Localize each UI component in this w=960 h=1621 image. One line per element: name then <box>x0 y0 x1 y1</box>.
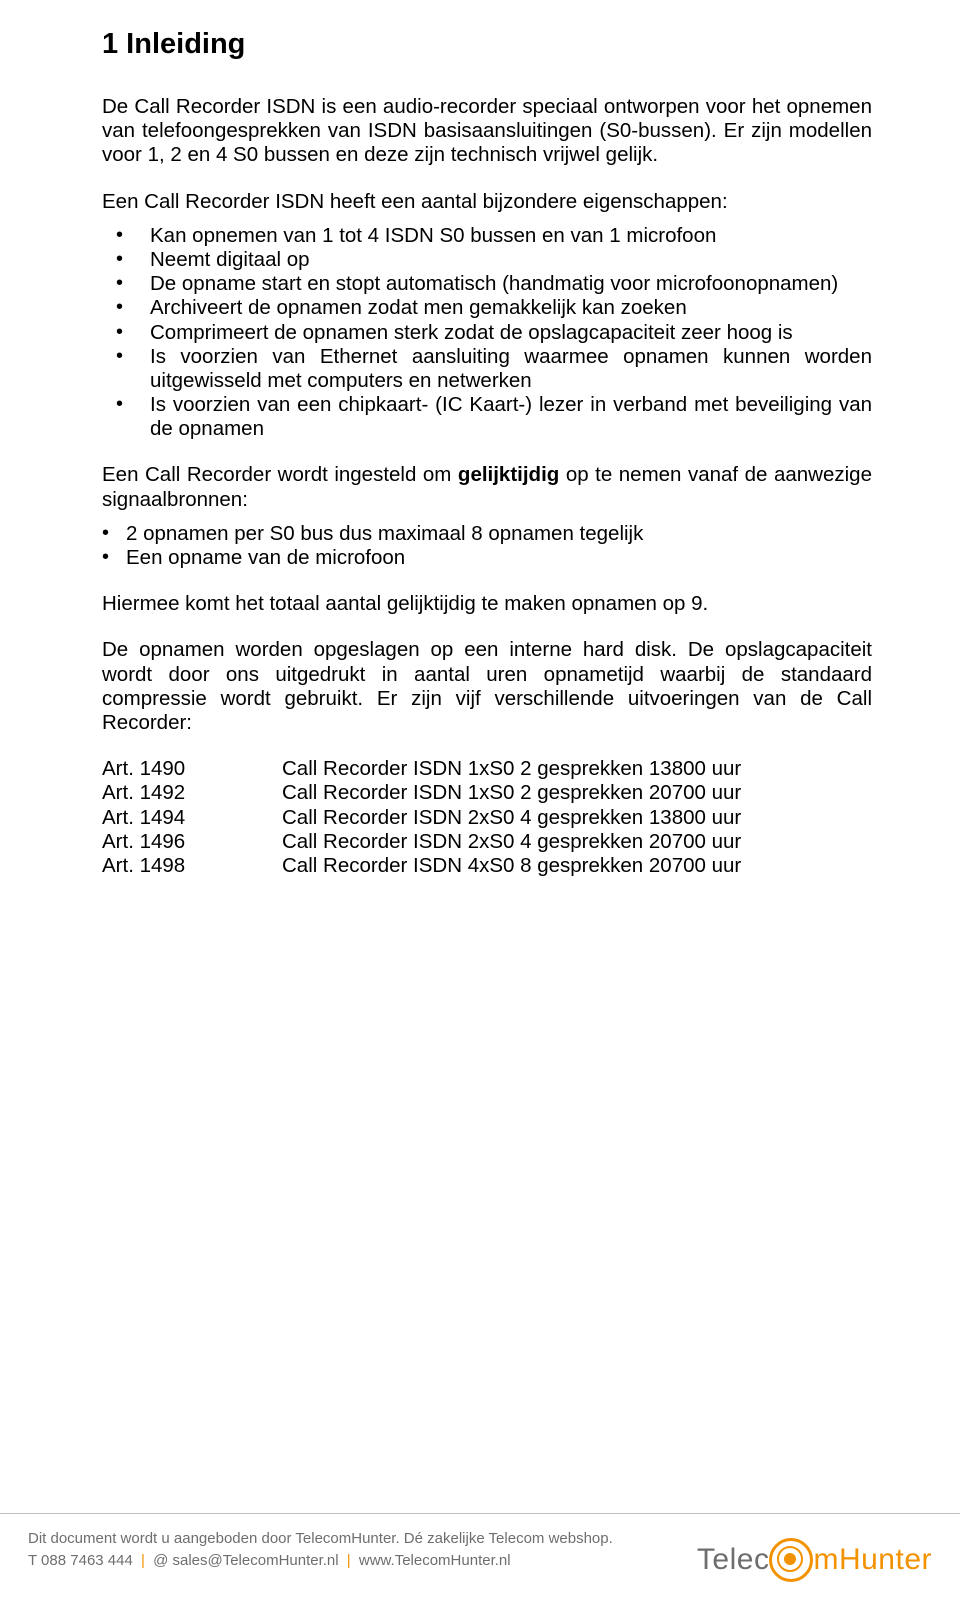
document-page: 1 Inleiding De Call Recorder ISDN is een… <box>0 0 960 1621</box>
article-desc: Call Recorder ISDN 4xS0 8 gesprekken 207… <box>282 854 872 878</box>
footer-phone: T 088 7463 444 <box>28 1552 133 1569</box>
list-item: Neemt digitaal op <box>102 248 872 272</box>
article-desc: Call Recorder ISDN 1xS0 2 gesprekken 207… <box>282 781 872 805</box>
logo-text-mhunter: mHunter <box>813 1543 932 1577</box>
list-item: Comprimeert de opnamen sterk zodat de op… <box>102 321 872 345</box>
table-row: Art. 1498 Call Recorder ISDN 4xS0 8 gesp… <box>102 854 872 878</box>
list-item: Kan opnemen van 1 tot 4 ISDN S0 bussen e… <box>102 224 872 248</box>
paragraph-storage: De opnamen worden opgeslagen op een inte… <box>102 638 872 735</box>
page-footer: Dit document wordt u aangeboden door Tel… <box>0 1513 960 1621</box>
paragraph-intro: De Call Recorder ISDN is een audio-recor… <box>102 95 872 168</box>
article-desc: Call Recorder ISDN 2xS0 4 gesprekken 138… <box>282 806 872 830</box>
separator-icon: | <box>347 1552 351 1569</box>
article-desc: Call Recorder ISDN 2xS0 4 gesprekken 207… <box>282 830 872 854</box>
article-code: Art. 1490 <box>102 757 282 781</box>
footer-text: Dit document wordt u aangeboden door Tel… <box>28 1528 613 1572</box>
list-item: 2 opnamen per S0 bus dus maximaal 8 opna… <box>102 522 872 546</box>
list-item: Een opname van de microfoon <box>102 546 872 570</box>
footer-line1: Dit document wordt u aangeboden door Tel… <box>28 1528 613 1550</box>
footer-line2: T 088 7463 444 | @ sales@TelecomHunter.n… <box>28 1550 613 1572</box>
separator-icon: | <box>141 1552 145 1569</box>
text-fragment: Een Call Recorder wordt ingesteld om <box>102 463 458 486</box>
article-code: Art. 1494 <box>102 806 282 830</box>
footer-email: @ sales@TelecomHunter.nl <box>153 1552 339 1569</box>
article-code: Art. 1498 <box>102 854 282 878</box>
table-row: Art. 1492 Call Recorder ISDN 1xS0 2 gesp… <box>102 781 872 805</box>
list-item: Archiveert de opnamen zodat men gemakkel… <box>102 296 872 320</box>
heading-inleiding: 1 Inleiding <box>102 28 872 61</box>
paragraph-features-lead: Een Call Recorder ISDN heeft een aantal … <box>102 190 872 214</box>
sources-list: 2 opnamen per S0 bus dus maximaal 8 opna… <box>102 522 872 570</box>
list-item: Is voorzien van Ethernet aansluiting waa… <box>102 345 872 393</box>
text-bold-gelijktijdig: gelijktijdig <box>458 463 559 486</box>
article-desc: Call Recorder ISDN 1xS0 2 gesprekken 138… <box>282 757 872 781</box>
article-table: Art. 1490 Call Recorder ISDN 1xS0 2 gesp… <box>102 757 872 878</box>
telecomhunter-logo: Telec mHunter <box>697 1528 932 1582</box>
footer-web: www.TelecomHunter.nl <box>359 1552 511 1569</box>
article-code: Art. 1496 <box>102 830 282 854</box>
list-item: Is voorzien van een chipkaart- (IC Kaart… <box>102 393 872 441</box>
table-row: Art. 1496 Call Recorder ISDN 2xS0 4 gesp… <box>102 830 872 854</box>
paragraph-total: Hiermee komt het totaal aantal gelijktij… <box>102 592 872 616</box>
target-icon <box>769 1538 813 1582</box>
paragraph-sources-lead: Een Call Recorder wordt ingesteld om gel… <box>102 463 872 511</box>
feature-list: Kan opnemen van 1 tot 4 ISDN S0 bussen e… <box>102 224 872 442</box>
article-code: Art. 1492 <box>102 781 282 805</box>
table-row: Art. 1490 Call Recorder ISDN 1xS0 2 gesp… <box>102 757 872 781</box>
table-row: Art. 1494 Call Recorder ISDN 2xS0 4 gesp… <box>102 806 872 830</box>
logo-text-telec: Telec <box>697 1543 770 1577</box>
list-item: De opname start en stopt automatisch (ha… <box>102 272 872 296</box>
